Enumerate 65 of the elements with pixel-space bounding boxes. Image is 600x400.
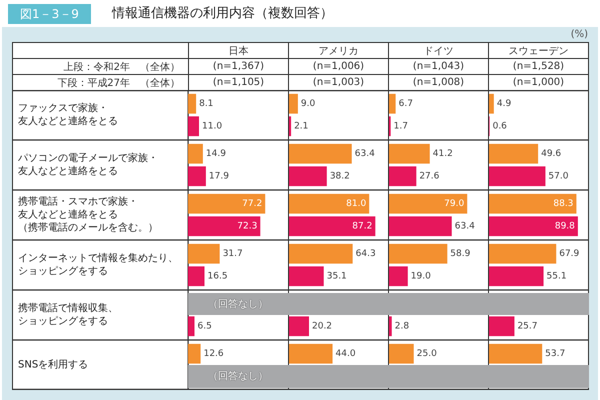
data-label: 63.4 <box>354 149 376 160</box>
caption: 図1－3－9 <box>8 4 91 24</box>
data-label: 58.9 <box>450 249 471 260</box>
text: (n=1,006) <box>312 61 364 72</box>
y-tick-label: インターネットで情報を集めたり、ショッピングをする <box>18 252 178 278</box>
data-label: 55.1 <box>546 272 567 282</box>
data-label: 25.7 <box>517 322 538 332</box>
y-tick-label: SNSを利用する <box>18 358 88 371</box>
data-label: 12.6 <box>204 349 224 360</box>
y-tick-label: パソコンの電子メールで家族・友人などと連絡をとる <box>17 152 158 178</box>
text: (n=1,528) <box>512 61 564 72</box>
chart-subtitle: ドイツ <box>424 44 454 58</box>
data-label: 11.0 <box>202 122 222 132</box>
band-label: （回答なし） <box>208 298 268 311</box>
data-label: 27.6 <box>419 172 440 182</box>
data-label: 31.7 <box>222 249 243 260</box>
data-label: 1.7 <box>394 122 408 132</box>
data-label: 6.7 <box>398 99 413 110</box>
data-label: 77.2 <box>242 199 262 210</box>
y-tick-label: ファックスで家族・友人などと連絡をとる <box>18 102 118 128</box>
text: (n=1,008) <box>412 77 464 88</box>
chart-subtitle: スウェーデン <box>508 44 568 58</box>
data-label: 2.8 <box>394 322 410 332</box>
data-label: 17.9 <box>208 172 230 182</box>
data-label: 20.2 <box>312 322 332 332</box>
data-label: 57.0 <box>548 172 569 182</box>
text: (n=1,043) <box>412 61 464 72</box>
data-label: 4.9 <box>496 99 512 110</box>
data-label: 2.1 <box>294 122 308 132</box>
text: (n=1,000) <box>512 77 564 88</box>
data-label: 14.9 <box>206 149 226 160</box>
data-label: 41.2 <box>432 149 453 160</box>
data-label: 38.2 <box>330 172 350 182</box>
data-label: 9.0 <box>300 99 316 110</box>
text: (%) <box>570 29 588 40</box>
chart-subtitle: 日本 <box>228 44 248 58</box>
text: (n=1,105) <box>212 77 264 88</box>
data-label: 88.3 <box>553 199 574 210</box>
band-label: （回答なし） <box>208 370 268 384</box>
chart-title: 情報通信機器の利用内容（複数回答） <box>112 5 333 23</box>
data-label: 89.8 <box>554 222 576 232</box>
data-label: 0.6 <box>492 122 508 132</box>
data-label: 25.0 <box>416 349 438 360</box>
data-label: 64.3 <box>356 249 376 260</box>
data-label: 6.5 <box>198 322 212 332</box>
data-label: 79.0 <box>444 199 464 210</box>
text: (n=1,003) <box>312 77 364 88</box>
data-label: 49.6 <box>541 149 562 160</box>
y-tick-label: 携帯電話・スマホで家族・友人などと連絡をとる（携帯電話のメールを含む。） <box>18 196 158 234</box>
data-label: 67.9 <box>559 249 580 260</box>
data-label: 72.3 <box>237 222 258 232</box>
data-label: 87.2 <box>352 222 372 232</box>
data-label: 63.4 <box>454 222 476 232</box>
data-label: 19.0 <box>410 272 432 282</box>
data-label: 44.0 <box>336 349 356 360</box>
data-label: 8.1 <box>199 99 214 110</box>
data-label: 81.0 <box>346 199 366 210</box>
y-tick-label: 携帯電話で情報収集、ショッピングをする <box>18 302 118 328</box>
text: (n=1,367) <box>212 61 264 72</box>
text: 上段：令和2年 （全体） <box>64 60 180 74</box>
data-label: 53.7 <box>545 349 566 360</box>
data-label: 16.5 <box>208 272 228 282</box>
text: 下段：平成27年 （全体） <box>57 76 180 90</box>
chart-subtitle: アメリカ <box>318 44 358 58</box>
data-label: 35.1 <box>326 272 347 282</box>
